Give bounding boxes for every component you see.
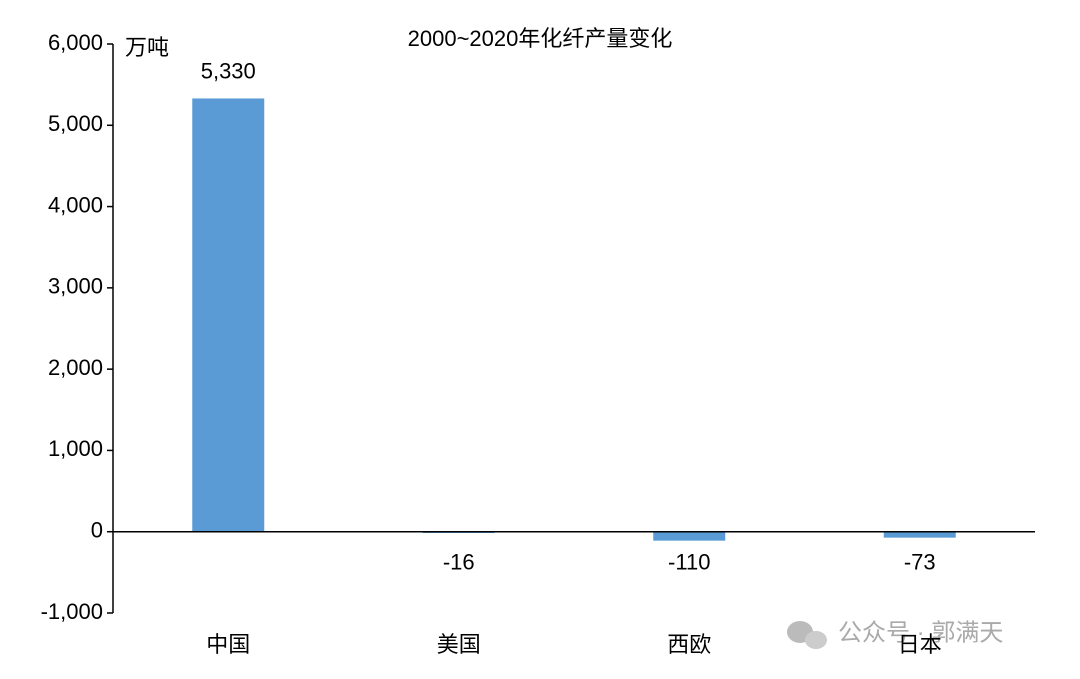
y-tick-label: -1,000 [41,599,103,624]
watermark-icon [787,621,827,649]
y-tick-label: 4,000 [48,192,103,217]
data-label: 5,330 [201,58,256,83]
x-tick-label: 西欧 [667,632,711,657]
y-tick-label: 5,000 [48,111,103,136]
x-tick-label: 美国 [437,632,481,657]
data-label: -110 [668,550,710,575]
x-tick-label: 日本 [898,632,942,657]
y-tick-label: 3,000 [48,274,103,299]
data-label: -16 [443,550,475,575]
y-tick-label: 6,000 [48,30,103,55]
y-axis-label: 万吨 [125,35,169,60]
chart-title: 2000~2020年化纤产量变化 [408,26,673,51]
bar [653,531,726,541]
data-label: -73 [904,550,936,575]
bar [192,98,265,532]
bar [883,531,956,538]
x-tick-label: 中国 [206,632,250,657]
y-tick-label: 2,000 [48,355,103,380]
y-tick-label: 0 [91,518,103,543]
watermark: 公众号 · 郭满天 [838,619,1003,646]
y-tick-label: 1,000 [48,436,103,461]
